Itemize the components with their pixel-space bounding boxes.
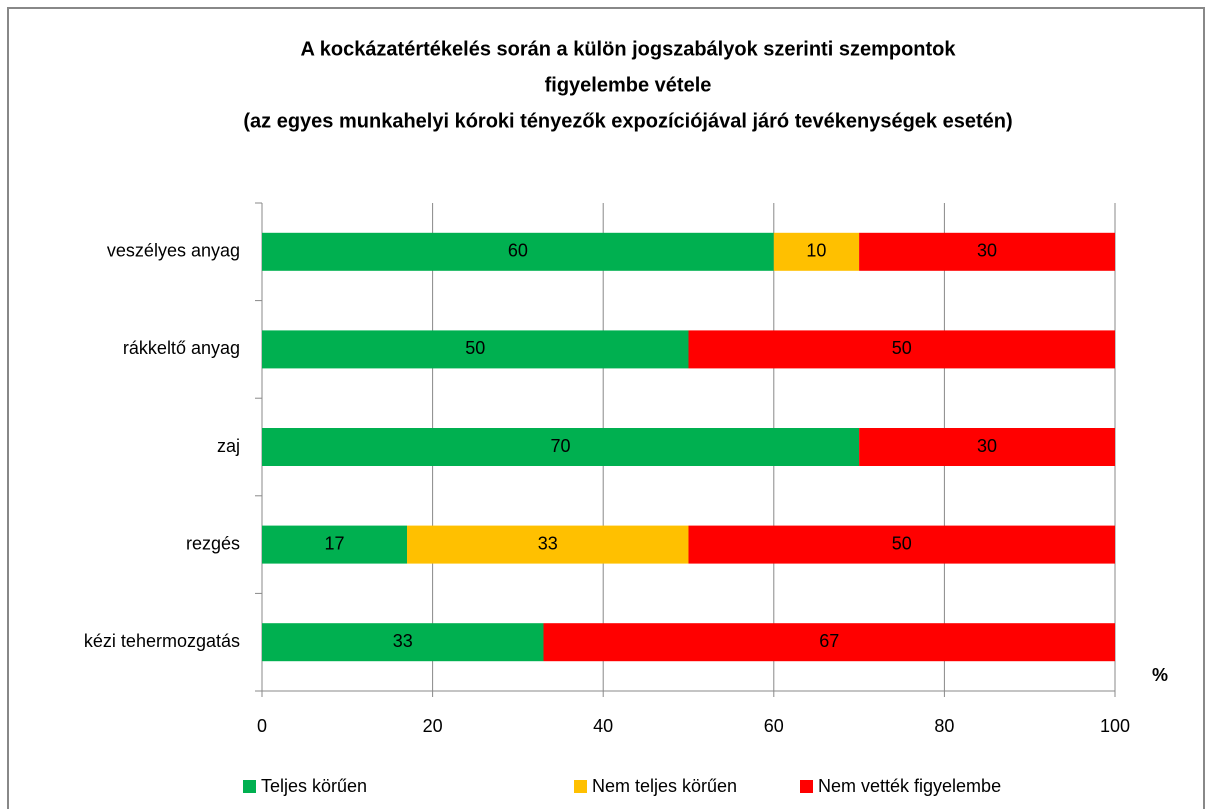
data-label: 67 [819,631,839,651]
y-tick-label: veszélyes anyag [107,241,240,261]
x-tick-label: 40 [593,716,613,736]
bar-segment [262,623,544,662]
legend-label: Teljes körűen [261,776,367,796]
bar-segment [543,623,1115,662]
bar-segment [262,330,689,369]
legend-label: Nem vették figyelembe [818,776,1001,796]
data-label: 33 [393,631,413,651]
bar-segment [688,330,1115,369]
x-axis-label: % [1152,665,1168,685]
y-tick-label: rezgés [186,533,240,553]
data-label: 10 [806,241,826,261]
x-tick-label: 0 [257,716,267,736]
bar-segment [688,525,1115,564]
bar-segment [262,525,408,564]
chart-subtitle: (az egyes munkahelyi kóroki tényezők exp… [243,110,1012,132]
data-label: 30 [977,436,997,456]
bar-segment [773,232,860,271]
bar-segment [407,525,689,564]
x-tick-label: 80 [934,716,954,736]
data-label: 33 [538,533,558,553]
y-tick-label: zaj [217,436,240,456]
legend-swatch [243,780,256,793]
chart-frame [7,7,1205,809]
bar-segment [262,428,860,466]
bar-segment [859,232,1115,271]
legend-label: Nem teljes körűen [592,776,737,796]
x-tick-label: 100 [1100,716,1130,736]
data-label: 50 [465,338,485,358]
legend-swatch [800,780,813,793]
chart-title: A kockázatértékelés során a külön jogsza… [300,38,956,60]
data-label: 70 [551,436,571,456]
data-label: 50 [892,338,912,358]
x-tick-label: 20 [423,716,443,736]
legend-swatch [574,780,587,793]
chart-title: figyelembe vétele [545,74,712,96]
data-label: 50 [892,533,912,553]
bar-segment [262,232,774,271]
x-tick-label: 60 [764,716,784,736]
data-label: 60 [508,241,528,261]
data-label: 17 [324,533,344,553]
y-tick-label: rákkeltő anyag [123,338,240,358]
bar-segment [859,428,1115,466]
data-label: 30 [977,241,997,261]
y-tick-label: kézi tehermozgatás [84,631,240,651]
